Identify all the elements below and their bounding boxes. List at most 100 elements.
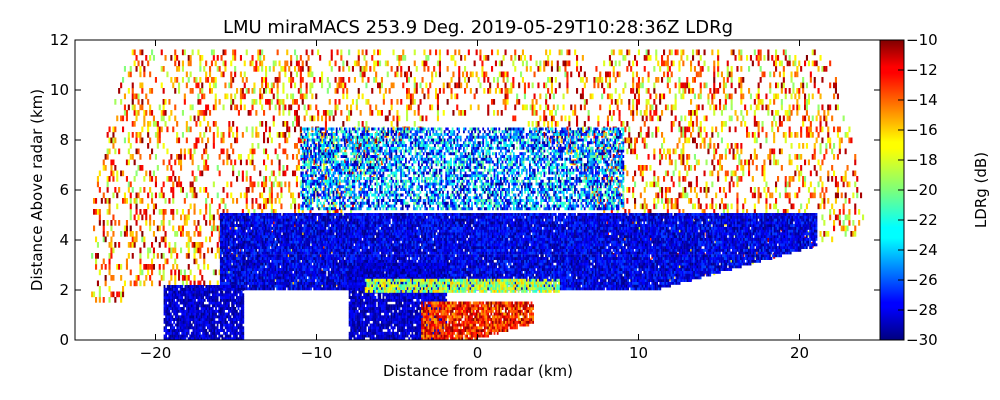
heatmap-cell bbox=[401, 204, 404, 208]
heatmap-cell bbox=[214, 82, 217, 89]
heatmap-cell bbox=[692, 137, 695, 144]
heatmap-cell bbox=[701, 209, 704, 215]
heatmap-cell bbox=[143, 71, 146, 78]
heatmap-cell bbox=[475, 88, 478, 94]
heatmap-cell bbox=[185, 137, 188, 144]
heatmap-cell bbox=[641, 82, 644, 89]
heatmap-cell bbox=[174, 115, 177, 122]
heatmap-cell bbox=[374, 133, 377, 136]
heatmap-cell bbox=[353, 160, 356, 164]
heatmap-cell bbox=[249, 110, 252, 116]
heatmap-cell bbox=[257, 143, 260, 149]
heatmap-cell bbox=[377, 127, 380, 131]
heatmap-cell bbox=[353, 182, 356, 186]
heatmap-cell bbox=[368, 177, 370, 180]
heatmap-cell bbox=[804, 209, 807, 215]
heatmap-cell bbox=[464, 55, 467, 61]
heatmap-cell bbox=[635, 88, 638, 94]
heatmap-cell bbox=[106, 154, 109, 160]
heatmap-cell bbox=[292, 99, 295, 105]
heatmap-cell bbox=[180, 159, 183, 166]
heatmap-cell bbox=[552, 93, 555, 100]
heatmap-cell bbox=[753, 110, 756, 116]
heatmap-cell bbox=[328, 99, 331, 105]
heatmap-cell bbox=[112, 143, 115, 149]
heatmap-cell bbox=[313, 159, 316, 166]
heatmap-cell bbox=[162, 143, 165, 149]
heatmap-cell bbox=[465, 71, 468, 78]
heatmap-cell bbox=[761, 99, 764, 105]
heatmap-cell bbox=[724, 121, 727, 127]
heatmap-cell bbox=[230, 104, 233, 111]
heatmap-cell bbox=[116, 192, 119, 199]
heatmap-cell bbox=[730, 104, 733, 111]
heatmap-cell bbox=[387, 204, 390, 208]
heatmap-cell bbox=[386, 60, 389, 67]
heatmap-cell bbox=[253, 99, 256, 105]
heatmap-cell bbox=[154, 203, 157, 210]
heatmap-cell bbox=[135, 55, 138, 61]
heatmap-cell bbox=[680, 148, 683, 155]
heatmap-cell bbox=[736, 198, 739, 204]
heatmap-cell bbox=[199, 170, 202, 177]
heatmap-cell bbox=[823, 220, 826, 226]
heatmap-cell bbox=[775, 203, 778, 210]
heatmap-cell bbox=[413, 49, 416, 56]
heatmap-cell bbox=[392, 135, 394, 139]
heatmap-cell bbox=[672, 104, 675, 111]
heatmap-cell bbox=[292, 280, 295, 287]
heatmap-cell bbox=[193, 148, 196, 155]
heatmap-cell bbox=[778, 148, 781, 155]
heatmap-cell bbox=[738, 77, 741, 83]
heatmap-cell bbox=[351, 163, 354, 167]
heatmap-cell bbox=[425, 60, 428, 67]
heatmap-cell bbox=[129, 225, 132, 232]
heatmap-cell bbox=[351, 182, 354, 186]
heatmap-cell bbox=[856, 176, 859, 182]
heatmap-cell bbox=[576, 115, 579, 122]
heatmap-cell bbox=[331, 130, 333, 134]
heatmap-cell bbox=[199, 187, 202, 193]
heatmap-cell bbox=[398, 144, 401, 147]
heatmap-cell bbox=[384, 201, 386, 205]
heatmap-cell bbox=[357, 121, 360, 127]
heatmap-cell bbox=[376, 160, 378, 164]
heatmap-cell bbox=[403, 174, 406, 178]
heatmap-cell bbox=[518, 82, 521, 89]
heatmap-cell bbox=[135, 170, 138, 177]
heatmap-cell bbox=[361, 171, 364, 175]
heatmap-cell bbox=[504, 104, 507, 111]
heatmap-cell bbox=[306, 144, 309, 147]
heatmap-cell bbox=[172, 264, 175, 270]
heatmap-cell bbox=[339, 174, 341, 178]
heatmap-cell bbox=[324, 185, 327, 189]
heatmap-cell bbox=[692, 110, 695, 116]
heatmap-cell bbox=[162, 264, 165, 270]
heatmap-cell bbox=[385, 193, 388, 197]
heatmap-cell bbox=[759, 192, 762, 199]
heatmap-cell bbox=[500, 110, 503, 116]
heatmap-cell bbox=[324, 155, 327, 158]
heatmap-cell bbox=[160, 275, 163, 281]
heatmap-cell bbox=[284, 170, 287, 177]
heatmap-cell bbox=[314, 171, 317, 175]
heatmap-cell bbox=[392, 199, 394, 202]
heatmap-cell bbox=[243, 93, 246, 100]
heatmap-cell bbox=[141, 198, 144, 204]
heatmap-cell bbox=[481, 71, 484, 78]
heatmap-cell bbox=[272, 170, 275, 177]
heatmap-cell bbox=[767, 187, 770, 193]
heatmap-cell bbox=[255, 66, 258, 72]
heatmap-cell bbox=[380, 77, 383, 83]
heatmap-cell bbox=[353, 127, 356, 131]
heatmap-cell bbox=[442, 110, 445, 116]
heatmap-cell bbox=[185, 275, 188, 281]
heatmap-cell bbox=[616, 99, 619, 105]
heatmap-cell bbox=[353, 166, 356, 169]
heatmap-cell bbox=[647, 71, 650, 78]
heatmap-cell bbox=[318, 207, 320, 211]
heatmap-cell bbox=[106, 231, 109, 237]
heatmap-cell bbox=[347, 138, 349, 142]
heatmap-cell bbox=[176, 66, 179, 72]
heatmap-cell bbox=[358, 193, 361, 197]
